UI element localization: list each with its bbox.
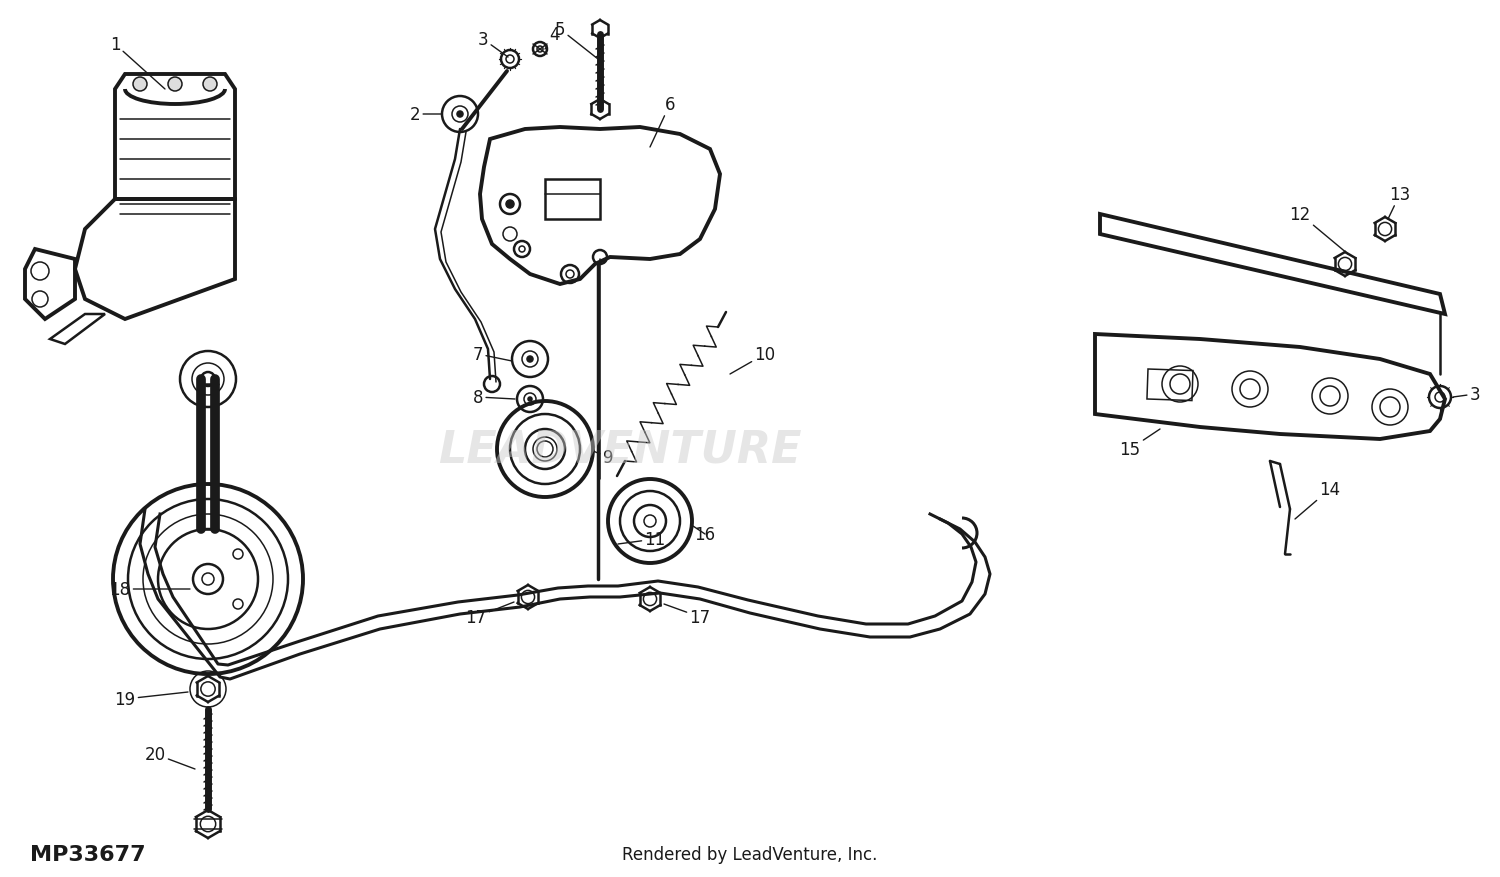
Text: LEADVENTURE: LEADVENTURE [438, 428, 801, 471]
Text: 7: 7 [472, 346, 512, 364]
Text: 16: 16 [693, 525, 715, 544]
Text: 19: 19 [114, 690, 188, 709]
Text: 6: 6 [650, 96, 675, 148]
Circle shape [528, 397, 532, 402]
Circle shape [458, 112, 464, 118]
Circle shape [506, 201, 515, 209]
Text: 4: 4 [544, 26, 560, 50]
Text: 1: 1 [110, 36, 165, 90]
Text: 17: 17 [465, 602, 514, 626]
Text: 20: 20 [144, 745, 195, 769]
Text: Rendered by LeadVenture, Inc.: Rendered by LeadVenture, Inc. [622, 845, 878, 863]
Circle shape [168, 78, 182, 92]
Circle shape [202, 78, 217, 92]
Text: 3: 3 [1454, 386, 1480, 403]
Text: MP33677: MP33677 [30, 844, 146, 864]
Text: 9: 9 [592, 448, 613, 467]
Text: 15: 15 [1119, 430, 1160, 459]
Text: 17: 17 [664, 604, 711, 626]
Text: 12: 12 [1290, 206, 1348, 254]
Bar [544, 180, 600, 220]
Text: 11: 11 [618, 531, 666, 548]
Circle shape [134, 78, 147, 92]
Bar [1148, 369, 1192, 401]
Circle shape [526, 357, 532, 362]
Text: 10: 10 [730, 346, 776, 374]
Text: 13: 13 [1388, 186, 1410, 220]
Text: 14: 14 [1294, 481, 1341, 519]
Text: 18: 18 [110, 581, 190, 598]
Text: 5: 5 [555, 21, 598, 60]
Text: 2: 2 [410, 106, 442, 124]
Text: 3: 3 [477, 31, 508, 58]
Text: 8: 8 [472, 389, 514, 407]
